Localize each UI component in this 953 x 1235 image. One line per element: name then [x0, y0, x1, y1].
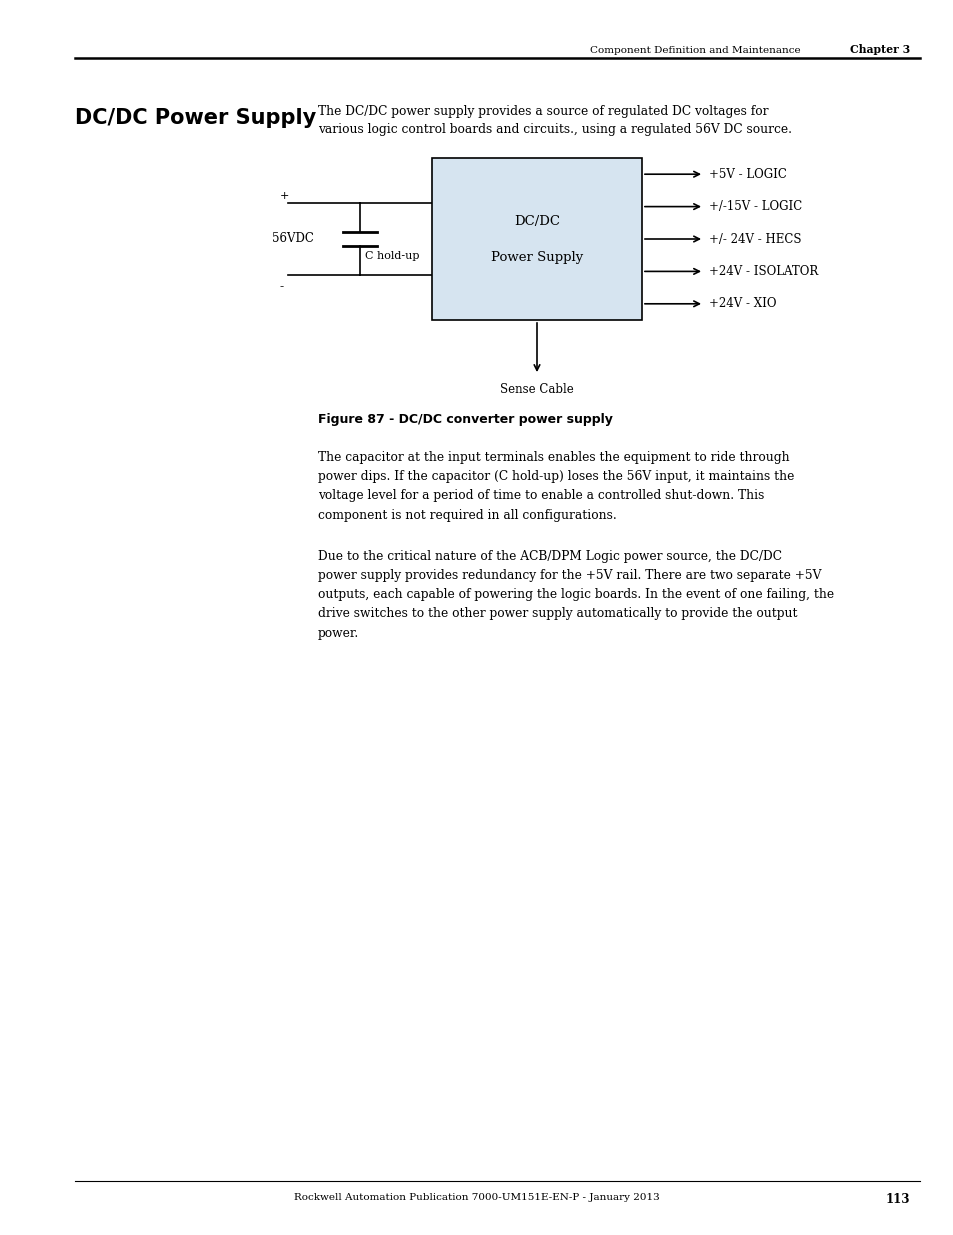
Text: Figure 87 - DC/DC converter power supply: Figure 87 - DC/DC converter power supply — [317, 412, 612, 426]
Text: power supply provides redundancy for the +5V rail. There are two separate +5V: power supply provides redundancy for the… — [317, 569, 821, 582]
Text: +/- 24V - HECS: +/- 24V - HECS — [708, 232, 801, 246]
Text: The DC/DC power supply provides a source of regulated DC voltages for: The DC/DC power supply provides a source… — [317, 105, 768, 119]
Text: +/-15V - LOGIC: +/-15V - LOGIC — [708, 200, 801, 214]
Text: voltage level for a period of time to enable a controlled shut-down. This: voltage level for a period of time to en… — [317, 489, 763, 503]
Text: Power Supply: Power Supply — [491, 251, 582, 263]
Text: +24V - ISOLATOR: +24V - ISOLATOR — [708, 264, 818, 278]
Text: power dips. If the capacitor (C hold-up) loses the 56V input, it maintains the: power dips. If the capacitor (C hold-up)… — [317, 471, 794, 483]
Bar — [432, 158, 641, 320]
Text: C hold-up: C hold-up — [365, 251, 419, 261]
Text: 56VDC: 56VDC — [272, 232, 314, 246]
Text: drive switches to the other power supply automatically to provide the output: drive switches to the other power supply… — [317, 608, 797, 620]
Text: Rockwell Automation Publication 7000-UM151E-EN-P - January 2013: Rockwell Automation Publication 7000-UM1… — [294, 1193, 659, 1202]
Text: The capacitor at the input terminals enables the equipment to ride through: The capacitor at the input terminals ena… — [317, 451, 789, 464]
Text: +5V - LOGIC: +5V - LOGIC — [708, 168, 786, 180]
Text: Due to the critical nature of the ACB/DPM Logic power source, the DC/DC: Due to the critical nature of the ACB/DP… — [317, 550, 781, 563]
Text: DC/DC Power Supply: DC/DC Power Supply — [75, 107, 315, 128]
Text: Component Definition and Maintenance: Component Definition and Maintenance — [589, 46, 800, 56]
Text: power.: power. — [317, 626, 359, 640]
Text: DC/DC: DC/DC — [514, 215, 559, 227]
Text: Chapter 3: Chapter 3 — [849, 44, 909, 56]
Text: component is not required in all configurations.: component is not required in all configu… — [317, 509, 616, 521]
Text: various logic control boards and circuits., using a regulated 56V DC source.: various logic control boards and circuit… — [317, 124, 791, 137]
Text: Sense Cable: Sense Cable — [499, 383, 574, 396]
Text: -: - — [280, 279, 284, 293]
Text: +: + — [280, 191, 289, 201]
Text: +24V - XIO: +24V - XIO — [708, 298, 776, 310]
Text: 113: 113 — [884, 1193, 909, 1207]
Text: outputs, each capable of powering the logic boards. In the event of one failing,: outputs, each capable of powering the lo… — [317, 588, 833, 601]
